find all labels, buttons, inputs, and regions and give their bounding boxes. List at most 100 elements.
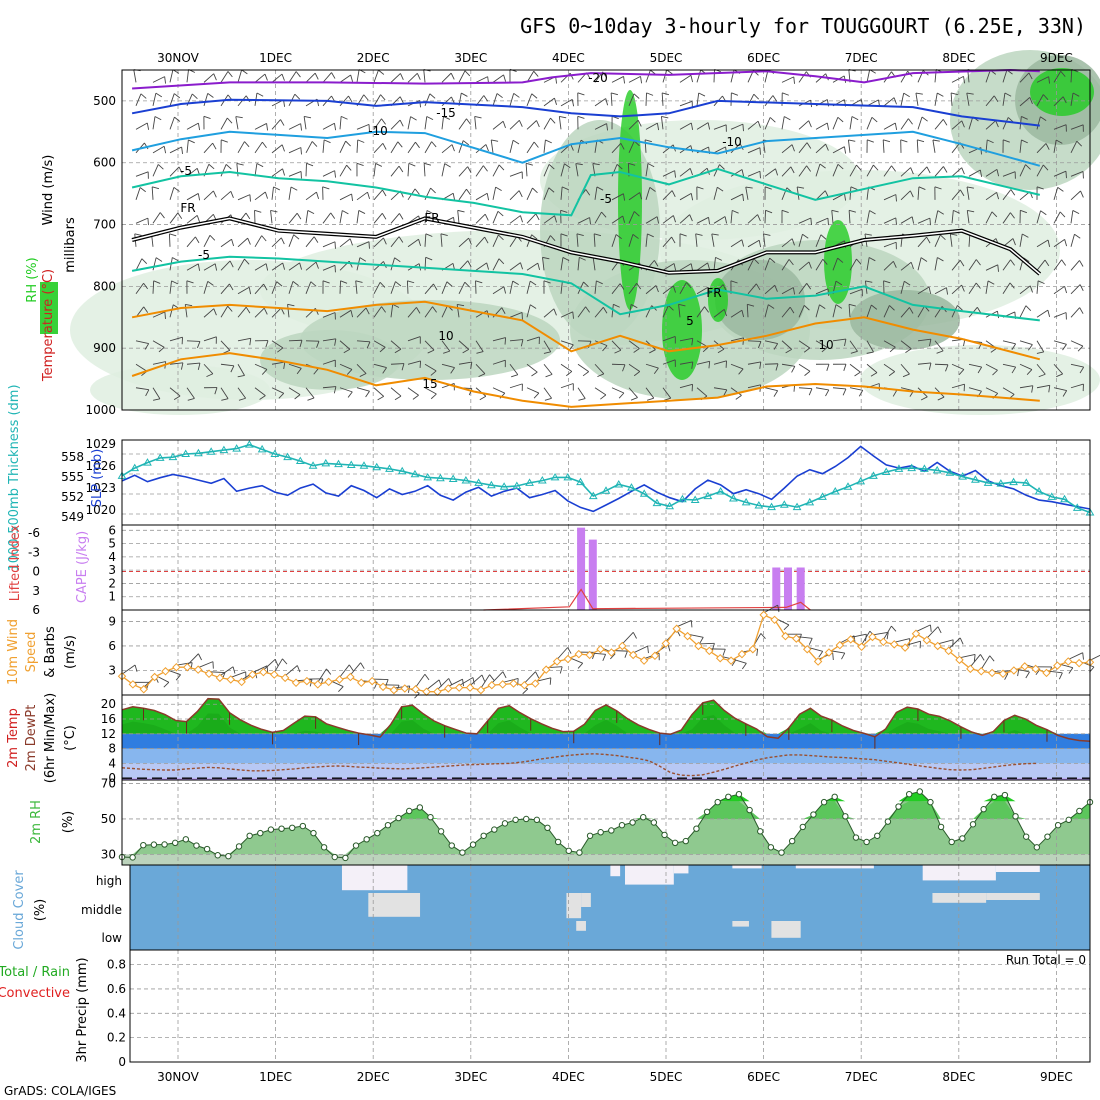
thickness-marker — [678, 494, 687, 503]
upper-wind-barb-flag — [310, 281, 317, 287]
upper-wind-barb-flag — [470, 362, 473, 370]
axis-label: Wind (m/s) — [41, 155, 56, 226]
upper-wind-barb-flag — [342, 210, 349, 215]
upper-wind-barb — [645, 285, 657, 295]
wind-speed-marker — [422, 687, 431, 696]
upper-wind-barb — [322, 386, 336, 389]
upper-wind-barb — [951, 167, 963, 177]
upper-wind-barb-flag — [263, 283, 268, 291]
upper-wind-barb — [798, 305, 805, 318]
upper-wind-barb-flag — [145, 389, 150, 397]
upper-wind-barb — [866, 117, 873, 130]
upper-wind-barb-flag — [910, 167, 914, 175]
thickness-marker — [1072, 503, 1082, 511]
upper-wind-barb-flag — [407, 280, 415, 284]
upper-wind-barb-flag — [926, 236, 931, 244]
rh-marker — [905, 790, 913, 798]
date-tick-bottom: 6DEC — [747, 1070, 780, 1084]
isotherm-line — [131, 98, 1040, 127]
upper-wind-barb-flag — [173, 395, 181, 401]
upper-wind-barb — [1070, 260, 1080, 271]
rh-marker — [895, 803, 902, 810]
upper-wind-barb — [594, 306, 604, 318]
axis-label: Lifted Index — [8, 524, 23, 601]
wind-barb-flag — [481, 674, 486, 682]
thickness-marker — [945, 468, 955, 476]
upper-wind-barb-flag — [227, 305, 233, 312]
upper-wind-barb-flag — [553, 308, 557, 316]
upper-wind-barb — [424, 141, 432, 154]
axis-label: CAPE (J/kg) — [75, 531, 90, 603]
y-tick-label: 0.8 — [107, 958, 126, 972]
upper-wind-barb-flag — [644, 139, 652, 143]
y-tick-label: 8 — [108, 742, 116, 756]
upper-wind-barb — [492, 337, 506, 342]
upper-wind-barb-flag — [245, 306, 251, 314]
upper-wind-barb — [764, 387, 778, 392]
upper-wind-barb — [169, 304, 174, 318]
upper-wind-barb — [322, 312, 336, 318]
thickness-marker — [563, 472, 573, 481]
upper-wind-barb-flag — [1012, 238, 1016, 246]
upper-wind-barb — [186, 362, 200, 365]
rh-marker — [523, 815, 530, 823]
upper-wind-barb — [747, 283, 757, 295]
upper-wind-barb — [271, 73, 283, 83]
upper-wind-barb-flag — [343, 348, 351, 354]
upper-wind-barb — [236, 163, 239, 177]
upper-wind-barb-flag — [294, 93, 301, 100]
upper-wind-barb-flag — [950, 233, 958, 236]
upper-wind-barb — [288, 71, 297, 83]
wind-barb-flag — [930, 624, 932, 632]
upper-wind-barb-flag — [213, 73, 217, 81]
upper-wind-barb-flag — [757, 121, 761, 128]
wind-barb-flag — [1004, 673, 1009, 680]
upper-wind-barb — [220, 340, 231, 351]
upper-wind-barb-flag — [281, 73, 285, 81]
rh-marker — [299, 822, 307, 830]
wind-speed-marker — [487, 680, 497, 690]
upper-wind-barb-flag — [666, 69, 673, 75]
upper-wind-barb — [1053, 170, 1067, 177]
upper-wind-barb — [883, 340, 896, 348]
rh-marker — [129, 854, 136, 861]
upper-wind-barb — [254, 141, 263, 154]
upper-wind-barb-flag — [735, 395, 742, 400]
upper-wind-barb — [798, 363, 811, 372]
axis-label: 2m Temp — [6, 708, 21, 768]
thickness-marker — [970, 475, 980, 483]
upper-wind-barb-flag — [296, 212, 302, 220]
rh-marker — [1033, 844, 1041, 851]
upper-wind-barb-flag — [908, 118, 913, 125]
isotherm-label: FR — [180, 201, 195, 215]
upper-wind-barb — [798, 142, 808, 154]
upper-wind-barb — [611, 215, 624, 224]
upper-wind-barb — [730, 337, 744, 342]
upper-wind-barb — [288, 123, 301, 130]
upper-wind-barb — [577, 306, 586, 318]
upper-wind-barb — [747, 384, 761, 389]
upper-wind-barb — [900, 363, 910, 375]
upper-wind-barb-flag — [502, 121, 506, 129]
upper-wind-barb-flag — [191, 93, 198, 100]
y-tick-label: 800 — [93, 279, 116, 293]
upper-wind-barb-flag — [498, 258, 505, 265]
upper-wind-barb-flag — [350, 74, 354, 82]
upper-wind-barb — [373, 282, 381, 294]
temp-line — [121, 697, 1091, 742]
upper-wind-barb-flag — [782, 92, 789, 96]
wind-speed-marker — [781, 631, 790, 641]
wind-speed-marker — [607, 648, 616, 657]
upper-wind-barb-flag — [1040, 116, 1047, 122]
upper-wind-barb-flag — [382, 189, 387, 197]
wind-barb-flag — [1058, 672, 1063, 680]
upper-wind-barb — [696, 69, 702, 83]
upper-wind-barb-flag — [209, 234, 216, 241]
wind-speed-marker — [465, 683, 475, 692]
upper-wind-barb — [745, 186, 749, 200]
upper-wind-barb-flag — [316, 192, 320, 199]
precip-total-label: Total / Rain — [0, 965, 70, 980]
upper-wind-barb-flag — [561, 186, 569, 191]
upper-wind-barb — [1019, 363, 1033, 370]
upper-wind-barb — [917, 305, 925, 318]
